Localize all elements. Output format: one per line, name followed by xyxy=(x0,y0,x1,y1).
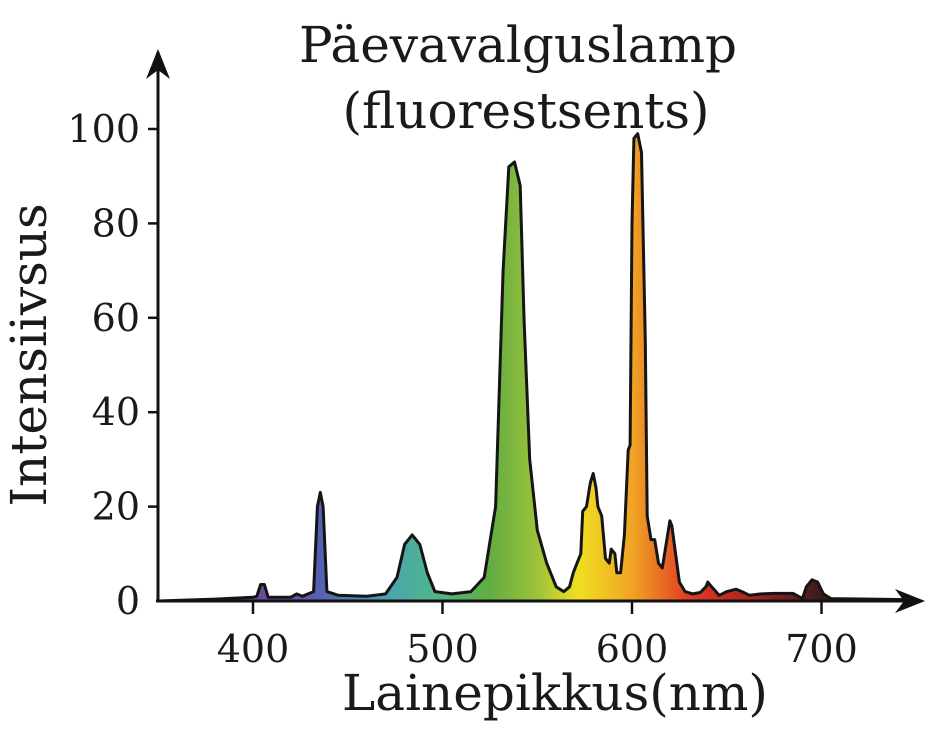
y-tick-label: 0 xyxy=(116,579,140,623)
x-tick-label: 500 xyxy=(406,627,479,671)
y-tick-label: 100 xyxy=(67,107,140,151)
chart-title-line-1: Päevavalguslamp xyxy=(299,16,737,74)
y-tick-label: 80 xyxy=(92,201,140,245)
axes xyxy=(146,49,925,613)
x-axis-label: Lainepikkus(nm) xyxy=(342,664,768,722)
spectrum-curve xyxy=(156,132,909,603)
ticks: 400 500 600 700 0 20 40 60 80 100 xyxy=(67,107,857,671)
y-tick-label: 40 xyxy=(92,390,140,434)
spectrum-area xyxy=(156,132,909,603)
y-tick-label: 20 xyxy=(92,485,140,529)
y-axis-label: Intensiivsus xyxy=(0,203,58,506)
x-tick-label: 600 xyxy=(596,627,669,671)
y-tick-label: 60 xyxy=(92,296,140,340)
x-tick-label: 400 xyxy=(217,627,290,671)
chart-title-line-2: (fluorestsents) xyxy=(342,82,709,140)
x-tick-label: 700 xyxy=(785,627,858,671)
